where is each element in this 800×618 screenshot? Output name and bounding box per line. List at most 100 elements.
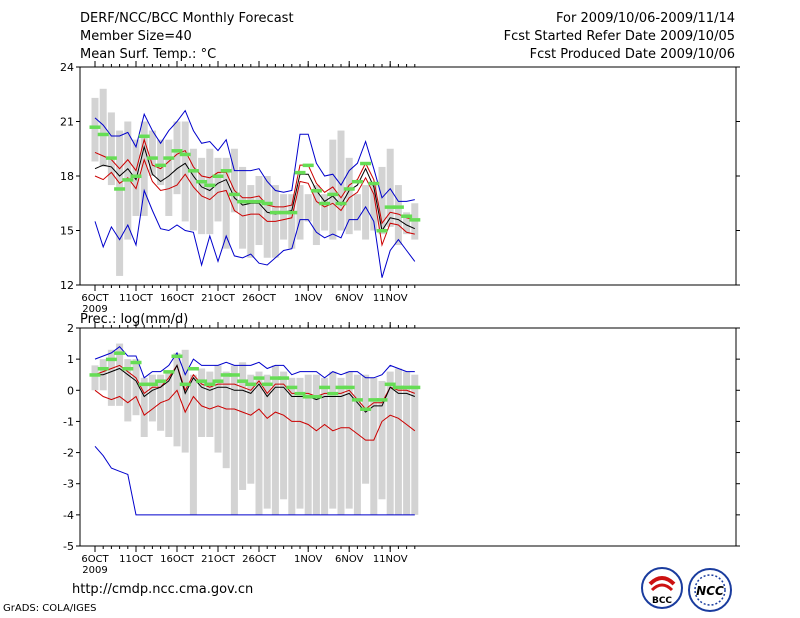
median-marker [261,382,273,387]
spread-bar [230,365,238,515]
y-tick-label: 12 [60,279,74,292]
median-marker [319,201,331,206]
median-marker [384,382,396,387]
median-marker [114,351,126,355]
spread-bar [189,148,197,231]
y-tick-label: -2 [63,447,74,460]
x-tick-label: 16OCT [160,554,195,565]
median-marker [114,187,126,191]
median-marker [302,395,314,399]
median-marker [146,156,158,160]
spread-bar [353,374,361,515]
spread-bar [247,185,255,258]
median-marker [155,163,167,168]
median-marker [310,189,322,193]
median-marker [97,366,109,371]
spread-bar [370,377,378,515]
spread-bar [288,194,296,249]
median-marker [269,376,281,380]
median-marker [327,391,339,396]
spread-bar [99,88,107,167]
spread-bar [107,349,115,406]
x-tick-label: 6NOV [335,293,364,304]
x-tick-label: 26OCT [242,293,277,304]
median-marker [401,385,413,390]
series-line-mean [95,364,415,413]
spread-bar [280,194,288,240]
spread-bar [214,157,222,222]
series-line-min [94,445,415,516]
spread-bar [296,185,304,240]
x-tick-label: 26OCT [242,554,277,565]
median-marker [146,382,158,387]
median-marker [89,373,101,377]
spread-bar [394,368,402,515]
spread-bar [271,365,279,515]
median-marker [212,174,224,178]
median-marker [302,163,314,168]
spread-bar [189,374,197,515]
median-marker [138,134,150,139]
median-marker [220,169,232,173]
temperature-panel: 12 15 18 21 24 6OCT 11OCT 16OCT 21OCT 26OCT 1NOV 6N… [60,61,740,315]
median-marker [138,382,150,387]
median-marker [310,395,322,399]
spread-bar [148,130,156,176]
spread-bar [329,371,337,509]
spread-bar [222,371,230,469]
median-marker [409,385,421,390]
x-year-label: 2009 [82,304,107,315]
x-tick-label: 11OCT [119,293,154,304]
y-tick-label: 21 [60,116,74,129]
median-marker [105,156,117,160]
bcc-logo: BCC [641,567,683,609]
forecast-period: For 2009/10/06-2009/11/14 [556,11,735,26]
median-marker [286,210,298,215]
x-tick-label: 11NOV [373,554,408,565]
svg-text:BCC: BCC [652,596,672,606]
spread-bar [214,365,222,453]
median-marker [220,373,232,377]
median-marker [392,385,404,390]
median-marker [97,132,109,137]
median-marker [105,357,117,362]
spread-bar [296,377,304,509]
spread-bar [403,371,411,515]
x-tick-label: 6OCT [81,293,109,304]
spread-bar [165,139,173,216]
spread-bar [132,359,140,416]
spread-bar [304,374,312,515]
spread-bar [312,185,320,246]
spread-bar [173,352,181,447]
median-marker [228,192,240,197]
median-marker [89,125,101,129]
spread-bar [362,374,370,484]
spread-bar [230,148,238,213]
median-marker [278,376,290,380]
website-url[interactable]: http://cmdp.ncc.cma.gov.cn [72,582,254,597]
y-tick-label: 0 [67,384,74,397]
median-marker [351,179,363,184]
median-marker [212,379,224,383]
forecast-started-date: Fcst Started Refer Date 2009/10/05 [503,29,735,44]
median-marker [179,152,191,157]
spread-bar [255,176,263,246]
median-marker [376,398,388,402]
median-marker [130,360,142,365]
median-marker [327,192,339,197]
x-tick-label: 6OCT [81,554,109,565]
spread-bar [198,368,206,437]
spread-bar [386,371,394,515]
spread-bar [206,148,214,235]
median-marker [294,170,306,175]
y-tick-label: 24 [60,61,74,74]
spread-bar [140,377,148,437]
median-marker [343,385,355,390]
median-marker [122,366,134,371]
spread-bar [107,112,115,186]
spread-bar [116,343,124,406]
series-line-lower [94,389,416,441]
median-marker [343,187,355,191]
median-marker [368,398,380,402]
